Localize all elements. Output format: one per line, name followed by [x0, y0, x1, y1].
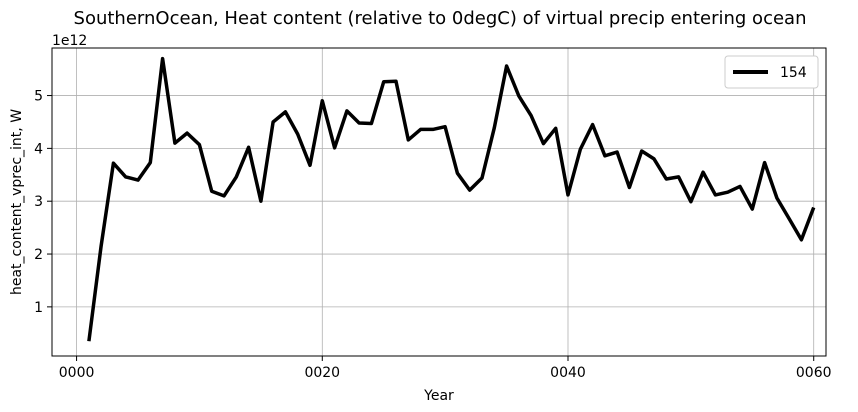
axes-frame: [51, 47, 827, 357]
y-tick-label: 5: [34, 89, 43, 105]
y-axis-label: heat_content_vprec_int, W: [9, 109, 25, 295]
legend: 154: [724, 55, 819, 89]
y-tick-label: 1: [34, 300, 43, 316]
y-offset-label: 1e12: [52, 33, 87, 49]
y-tick-label: 2: [34, 247, 43, 263]
x-axis: 0000 0020 0040 0060: [59, 356, 832, 381]
x-tick-label: 0040: [550, 365, 586, 381]
y-axis: 1 2 3 4 5: [34, 89, 52, 316]
chart-title: SouthernOcean, Heat content (relative to…: [74, 8, 807, 29]
x-tick-label: 0060: [796, 365, 832, 381]
legend-label-154: 154: [780, 65, 807, 81]
y-tick-label: 4: [34, 141, 43, 157]
series-line-154: [87, 56, 816, 342]
grid: [52, 48, 826, 356]
x-tick-label: 0000: [59, 365, 95, 381]
legend-box: [724, 55, 819, 89]
x-axis-label: Year: [423, 388, 454, 404]
x-tick-label: 0020: [304, 365, 340, 381]
plot-area: [87, 56, 816, 342]
y-tick-label: 3: [34, 194, 43, 210]
